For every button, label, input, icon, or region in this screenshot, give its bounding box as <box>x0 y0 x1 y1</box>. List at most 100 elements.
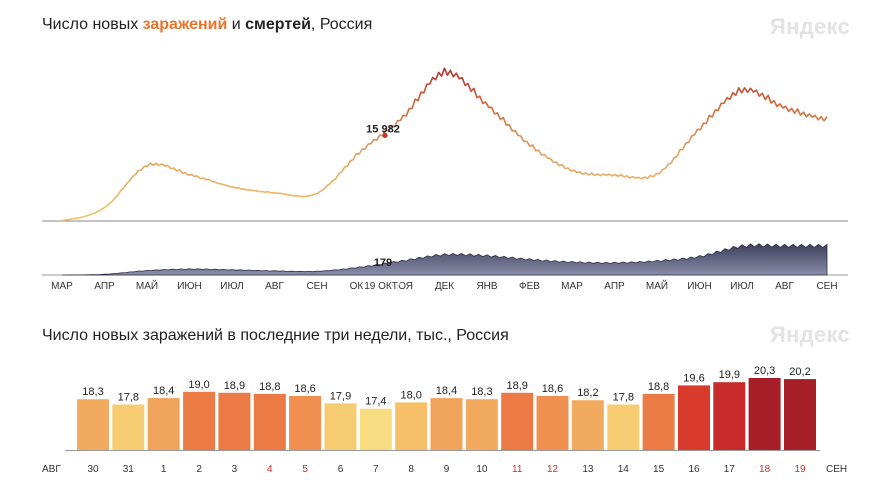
bar-4 <box>253 393 286 450</box>
annotation-deaths-value: 179 <box>374 257 392 269</box>
bar-value-label: 19,6 <box>683 372 704 384</box>
bar-day-label: 12 <box>547 464 559 475</box>
deaths-area <box>62 243 828 276</box>
annotation-cases-marker <box>382 132 388 138</box>
bar-17 <box>713 382 746 450</box>
bar-chart: 18,3 30 17,8 31 18,4 1 19,0 2 18,9 3 18,8 4 18,6 5 17,… <box>65 365 820 475</box>
bar-19 <box>784 379 816 450</box>
title-mid: и <box>227 16 246 33</box>
month-tick-label: АПР <box>94 281 115 292</box>
bar-11 <box>501 392 534 450</box>
bar-day-label: 6 <box>338 464 344 475</box>
month-tick-label: НОЯ <box>391 281 413 292</box>
bar-day-label: 11 <box>512 464 523 475</box>
cases-line <box>61 67 828 222</box>
bar-14 <box>607 404 640 450</box>
title-suffix: , Россия <box>310 16 373 33</box>
bar-value-label: 19,9 <box>719 369 740 381</box>
cases-chart <box>42 67 848 222</box>
bar-value-label: 18,4 <box>153 385 174 397</box>
title-deaths-label: смертей <box>245 16 311 33</box>
bar-2 <box>183 391 216 450</box>
bar-day-label: 8 <box>408 464 414 475</box>
bar-day-label: 7 <box>373 464 379 475</box>
bar-day-label: 10 <box>476 464 488 475</box>
bar-chart-title: Число новых заражений в последние три не… <box>42 327 509 344</box>
chart-title: Число новых заражений и смертей, Россия <box>42 16 372 34</box>
month-tick-label: ИЮН <box>687 281 712 292</box>
bar-day-label: 3 <box>232 464 238 475</box>
month-axis: МАР АПР МАЙ ИЮН ИЮЛ АВГ СЕН ОКТ НОЯ ДЕК ЯНВ ФЕВ МАР А… <box>51 279 837 292</box>
bar-value-label: 17,9 <box>330 390 351 402</box>
annotation-cases-value: 15 982 <box>366 123 400 135</box>
month-tick-label: СЕН <box>306 281 327 292</box>
deaths-chart <box>42 243 848 276</box>
month-tick-label: АПР <box>604 281 625 292</box>
title-infections-label: заражений <box>142 16 228 33</box>
title-prefix: Число новых <box>42 16 143 33</box>
bar-3 <box>218 392 251 450</box>
bar-value-label: 18,9 <box>506 380 527 392</box>
bar-1 <box>147 398 180 450</box>
bar-value-label: 17,8 <box>118 392 139 404</box>
bar-day-label: 31 <box>123 464 135 475</box>
month-tick-label: ОКТ <box>350 281 370 292</box>
bar-axis-end-month: СЕН <box>826 464 847 475</box>
bar-value-label: 18,6 <box>542 383 563 395</box>
bar-day-label: 2 <box>196 464 202 475</box>
bar-value-label: 18,2 <box>577 387 598 399</box>
bar-value-label: 18,4 <box>436 385 457 397</box>
month-tick-label: ФЕВ <box>519 281 540 292</box>
bar-value-label: 20,2 <box>789 366 810 378</box>
bar-day-label: 15 <box>653 464 665 475</box>
annotations: 15 982 179 19 ОКТ <box>362 123 400 294</box>
bar-day-label: 4 <box>267 464 273 475</box>
bar-value-label: 20,3 <box>754 365 775 377</box>
bar-16 <box>678 385 710 450</box>
bar-10 <box>465 399 498 450</box>
bar-9 <box>430 398 463 450</box>
bar-value-label: 18,8 <box>648 381 669 393</box>
bar-day-label: 13 <box>582 464 594 475</box>
bar-8 <box>395 402 428 450</box>
bar-day-label: 30 <box>87 464 99 475</box>
bar-axis-start-month: АВГ <box>42 464 61 475</box>
bar-value-label: 18,0 <box>400 389 421 401</box>
bar-value-label: 17,8 <box>613 392 634 404</box>
bar-6 <box>324 403 357 450</box>
bar-day-label: 5 <box>302 464 308 475</box>
bar-31 <box>112 404 145 450</box>
bar-30 <box>77 399 109 450</box>
bar-day-label: 16 <box>688 464 700 475</box>
bar-day-label: 19 <box>794 464 806 475</box>
month-tick-label: СЕН <box>816 281 837 292</box>
bar-12 <box>536 396 569 450</box>
bar-13 <box>571 400 604 450</box>
month-tick-label: МАР <box>51 281 73 292</box>
month-tick-label: АВГ <box>775 281 794 292</box>
bar-day-label: 18 <box>759 464 771 475</box>
bar-day-label: 14 <box>618 464 630 475</box>
bar-day-label: 9 <box>444 464 450 475</box>
bar-7 <box>359 408 392 450</box>
month-tick-label: АВГ <box>265 281 284 292</box>
bar-value-label: 18,8 <box>259 381 280 393</box>
bar-value-label: 17,4 <box>365 396 386 408</box>
month-tick-label: МАР <box>561 281 583 292</box>
bar-5 <box>289 396 322 450</box>
bar-value-label: 18,3 <box>471 386 492 398</box>
bar-day-label: 17 <box>724 464 736 475</box>
bar-value-label: 18,6 <box>294 383 315 395</box>
month-tick-label: ИЮЛ <box>730 281 753 292</box>
yandex-logo-2: Яндекс <box>770 322 851 347</box>
month-tick-label: ИЮН <box>177 281 202 292</box>
bar-day-label: 1 <box>161 464 167 475</box>
annotation-date-label: 19 ОКТ <box>364 281 398 292</box>
month-tick-label: ЯНВ <box>476 281 497 292</box>
yandex-logo: Яндекс <box>770 14 851 39</box>
bar-value-label: 18,9 <box>224 380 245 392</box>
bar-15 <box>642 393 675 450</box>
month-tick-label: ИЮЛ <box>220 281 243 292</box>
bar-value-label: 18,3 <box>82 386 103 398</box>
